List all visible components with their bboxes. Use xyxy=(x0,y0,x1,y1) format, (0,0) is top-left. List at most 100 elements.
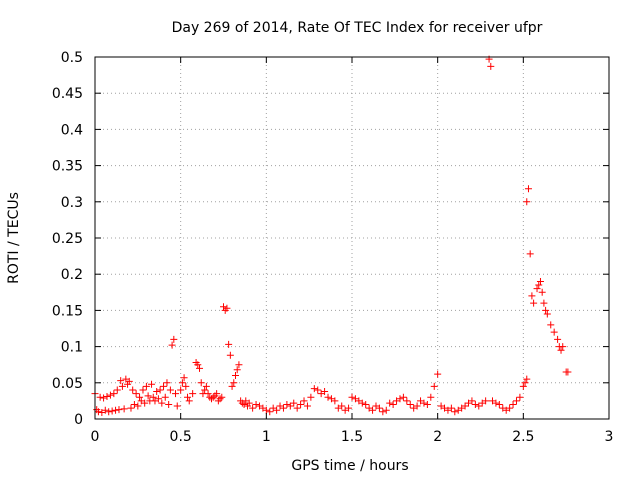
data-point xyxy=(540,299,548,307)
x-tick-label: 3 xyxy=(605,429,614,445)
data-point xyxy=(358,399,366,407)
data-point xyxy=(252,401,260,409)
data-point xyxy=(204,390,212,398)
data-point xyxy=(420,399,428,407)
data-point xyxy=(389,401,397,409)
data-point xyxy=(557,346,565,354)
data-point xyxy=(142,382,150,390)
y-tick-label: 0.2 xyxy=(61,267,83,283)
data-point xyxy=(108,407,116,415)
data-point xyxy=(303,402,311,410)
data-point xyxy=(235,361,243,369)
data-point xyxy=(220,303,227,311)
data-point xyxy=(468,397,476,405)
data-point xyxy=(516,393,524,401)
data-point xyxy=(105,408,113,416)
data-point xyxy=(492,399,500,407)
data-point xyxy=(406,401,414,409)
y-tick-label: 0.05 xyxy=(52,376,83,392)
data-point xyxy=(266,408,274,416)
data-point xyxy=(536,277,544,285)
data-point xyxy=(345,404,353,412)
data-point xyxy=(533,285,541,293)
data-point xyxy=(279,404,287,412)
data-point xyxy=(559,343,567,351)
data-point xyxy=(125,377,133,385)
data-point xyxy=(139,386,147,394)
x-tick-label: 1 xyxy=(262,429,271,445)
data-point xyxy=(160,382,168,390)
data-point xyxy=(225,340,233,348)
data-point xyxy=(310,385,318,393)
data-point xyxy=(94,408,102,416)
data-point xyxy=(338,402,346,410)
data-point xyxy=(362,401,370,409)
data-point xyxy=(165,401,173,409)
data-point xyxy=(386,399,394,407)
data-point xyxy=(231,372,239,380)
y-tick-label: 0.3 xyxy=(61,195,83,211)
data-point xyxy=(547,321,555,329)
data-point xyxy=(154,395,162,403)
data-point xyxy=(524,185,532,193)
data-point xyxy=(447,404,455,412)
data-point xyxy=(144,392,152,400)
data-point xyxy=(399,393,407,401)
grid xyxy=(95,57,609,419)
data-point xyxy=(230,379,238,387)
data-point xyxy=(300,397,308,405)
data-point xyxy=(564,368,572,376)
x-axis: 0 0.5 1 1.5 2 2.5 3 xyxy=(91,57,614,445)
data-point xyxy=(512,397,520,405)
data-point xyxy=(293,404,301,412)
data-point xyxy=(434,370,442,378)
data-point xyxy=(101,406,109,414)
data-point xyxy=(156,386,164,394)
data-point xyxy=(218,393,226,401)
chart-title: Day 269 of 2014, Rate Of TEC Index for r… xyxy=(172,20,543,36)
data-point xyxy=(509,401,517,409)
data-point xyxy=(413,402,421,410)
data-point xyxy=(118,382,126,390)
data-point xyxy=(530,299,538,307)
data-point xyxy=(297,401,305,409)
data-point xyxy=(249,404,257,412)
data-point xyxy=(168,341,176,349)
data-point xyxy=(124,380,132,388)
data-point xyxy=(127,404,135,412)
data-point xyxy=(189,390,197,398)
data-point xyxy=(185,397,193,405)
x-tick-label: 2.5 xyxy=(512,429,534,445)
data-point xyxy=(226,351,234,359)
data-point xyxy=(197,379,205,387)
data-point xyxy=(148,380,156,388)
data-point xyxy=(286,402,294,410)
y-tick-label: 0.1 xyxy=(61,340,83,356)
data-point xyxy=(129,386,137,394)
data-point xyxy=(273,406,281,414)
y-tick-label: 0 xyxy=(74,412,83,428)
data-point xyxy=(379,408,387,416)
data-point xyxy=(161,393,169,401)
x-tick-label: 2 xyxy=(433,429,442,445)
y-axis-label: ROTI / TECUs xyxy=(6,192,22,284)
data-point xyxy=(324,393,332,401)
data-point xyxy=(403,397,411,405)
data-point xyxy=(290,399,298,407)
data-point xyxy=(177,386,185,394)
data-point xyxy=(382,406,390,414)
data-point xyxy=(96,393,104,401)
data-point xyxy=(538,288,546,296)
data-point xyxy=(521,379,529,387)
x-tick-label: 1.5 xyxy=(341,429,363,445)
x-axis-label: GPS time / hours xyxy=(291,458,408,474)
data-point xyxy=(216,395,224,403)
data-point xyxy=(495,401,503,409)
data-point xyxy=(314,386,322,394)
data-point xyxy=(475,402,483,410)
data-point xyxy=(487,62,495,70)
data-point xyxy=(213,390,221,398)
data-point xyxy=(184,393,192,401)
